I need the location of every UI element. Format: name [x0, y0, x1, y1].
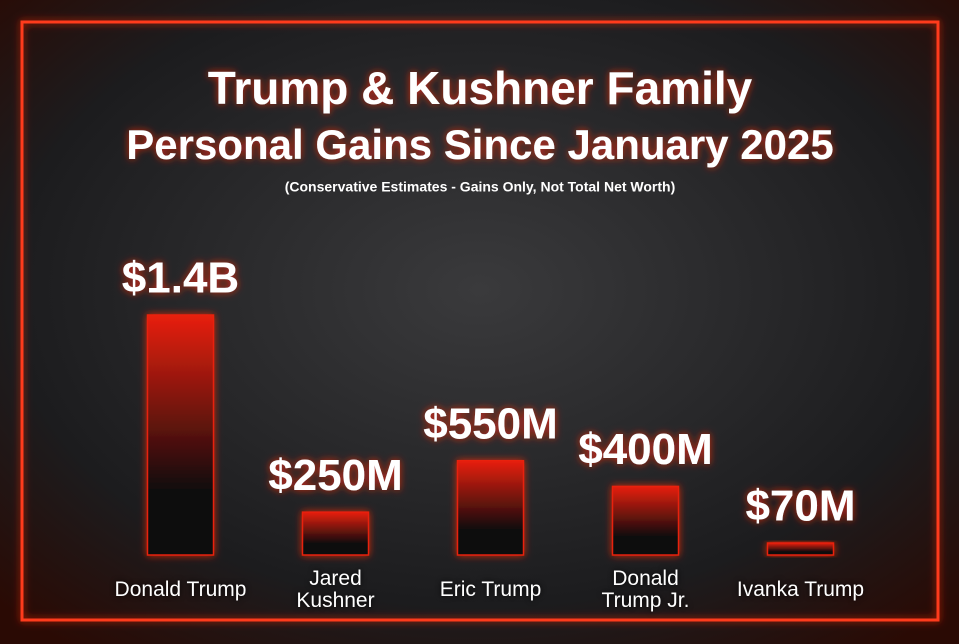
- bar: [301, 511, 370, 556]
- x-tick-label: Jared Kushner: [296, 567, 375, 612]
- chart-note: (Conservative Estimates - Gains Only, No…: [285, 179, 676, 195]
- value-label: $70M: [745, 482, 855, 531]
- bar: [146, 314, 215, 556]
- bar: [456, 459, 525, 556]
- value-label: $550M: [423, 399, 558, 448]
- value-label: $250M: [268, 451, 403, 500]
- value-label: $400M: [578, 425, 713, 474]
- frame: [20, 20, 940, 622]
- x-tick-label: Donald Trump Jr.: [601, 567, 690, 612]
- chart-subtitle: Personal Gains Since January 2025: [126, 121, 833, 168]
- x-tick-label: Eric Trump: [439, 578, 542, 601]
- chart-title: Trump & Kushner Family: [208, 62, 753, 114]
- x-tick-label: Ivanka Trump: [736, 578, 865, 601]
- x-tick-label: Donald Trump: [114, 578, 247, 601]
- bar: [611, 485, 680, 556]
- bar: [766, 542, 835, 556]
- value-label: $1.4B: [122, 254, 239, 303]
